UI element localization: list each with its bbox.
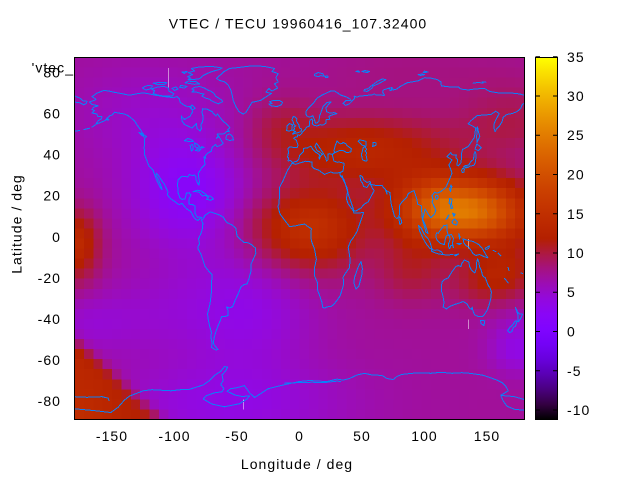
svg-text:80: 80 bbox=[43, 65, 61, 81]
svg-text:-100: -100 bbox=[158, 428, 190, 444]
svg-text:'vtec_: 'vtec_ bbox=[32, 60, 74, 76]
svg-text:Longitude / deg: Longitude / deg bbox=[241, 456, 353, 472]
svg-text:100: 100 bbox=[411, 428, 438, 444]
svg-text:50: 50 bbox=[353, 428, 371, 444]
svg-text:15: 15 bbox=[567, 206, 585, 222]
svg-text:-80: -80 bbox=[38, 393, 61, 409]
svg-text:20: 20 bbox=[43, 188, 61, 204]
svg-text:-150: -150 bbox=[96, 428, 128, 444]
svg-text:-50: -50 bbox=[225, 428, 248, 444]
svg-text:0: 0 bbox=[295, 428, 304, 444]
svg-text:0: 0 bbox=[567, 324, 576, 340]
svg-text:60: 60 bbox=[43, 106, 61, 122]
svg-text:30: 30 bbox=[567, 88, 585, 104]
svg-text:-10: -10 bbox=[567, 402, 590, 418]
svg-text:VTEC / TECU 19960416_107.32400: VTEC / TECU 19960416_107.32400 bbox=[169, 16, 428, 32]
svg-text:25: 25 bbox=[567, 127, 585, 143]
svg-text:20: 20 bbox=[567, 167, 585, 183]
svg-text:40: 40 bbox=[43, 147, 61, 163]
svg-text:-60: -60 bbox=[38, 352, 61, 368]
svg-text:35: 35 bbox=[567, 49, 585, 65]
svg-text:10: 10 bbox=[567, 245, 585, 261]
svg-text:0: 0 bbox=[52, 229, 61, 245]
svg-text:Latitude / deg: Latitude / deg bbox=[9, 174, 25, 274]
svg-text:-20: -20 bbox=[38, 270, 61, 286]
svg-text:-40: -40 bbox=[38, 311, 61, 327]
svg-text:-5: -5 bbox=[567, 363, 582, 379]
svg-text:5: 5 bbox=[567, 284, 576, 300]
svg-text:150: 150 bbox=[474, 428, 501, 444]
